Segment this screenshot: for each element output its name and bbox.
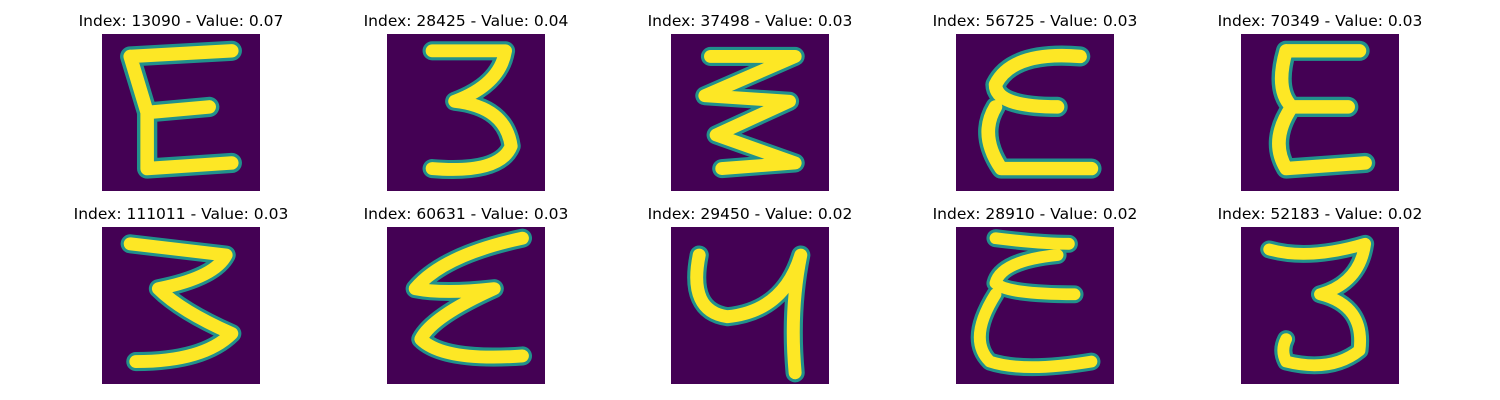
three-glyph: [120, 234, 242, 372]
digit-image: [387, 227, 545, 384]
three-glyph: [1260, 234, 1375, 375]
digit-image: [387, 34, 545, 191]
panel-title: Index: 28425 - Value: 0.04: [363, 12, 569, 30]
digit-image: [671, 227, 829, 384]
panel-title: Index: 52183 - Value: 0.02: [1217, 205, 1423, 223]
panel-title: Index: 37498 - Value: 0.03: [647, 12, 853, 30]
panel-title: Index: 29450 - Value: 0.02: [647, 205, 853, 223]
panel-title: Index: 60631 - Value: 0.03: [363, 205, 569, 223]
three-glyph: [422, 41, 521, 180]
four-glyph: [687, 245, 811, 383]
e-glyph: [1268, 40, 1376, 179]
digit-image: [1241, 34, 1399, 191]
panel-title: Index: 13090 - Value: 0.07: [78, 12, 284, 30]
digit-image: [1241, 227, 1399, 384]
digit-image: [102, 227, 260, 384]
e-glyph: [970, 229, 1101, 377]
digit-image: [671, 34, 829, 191]
panel-title: Index: 70349 - Value: 0.03: [1217, 12, 1423, 30]
zigzag-glyph: [405, 228, 533, 367]
e-glyph: [120, 40, 242, 179]
panel-title: Index: 111011 - Value: 0.03: [73, 205, 289, 223]
panel-title: Index: 28910 - Value: 0.02: [932, 205, 1138, 223]
digit-image: [956, 34, 1114, 191]
zigzag-glyph: [695, 46, 805, 179]
e-glyph: [978, 45, 1102, 179]
digit-image: [956, 227, 1114, 384]
digit-image: [102, 34, 260, 191]
panel-title: Index: 56725 - Value: 0.03: [932, 12, 1138, 30]
